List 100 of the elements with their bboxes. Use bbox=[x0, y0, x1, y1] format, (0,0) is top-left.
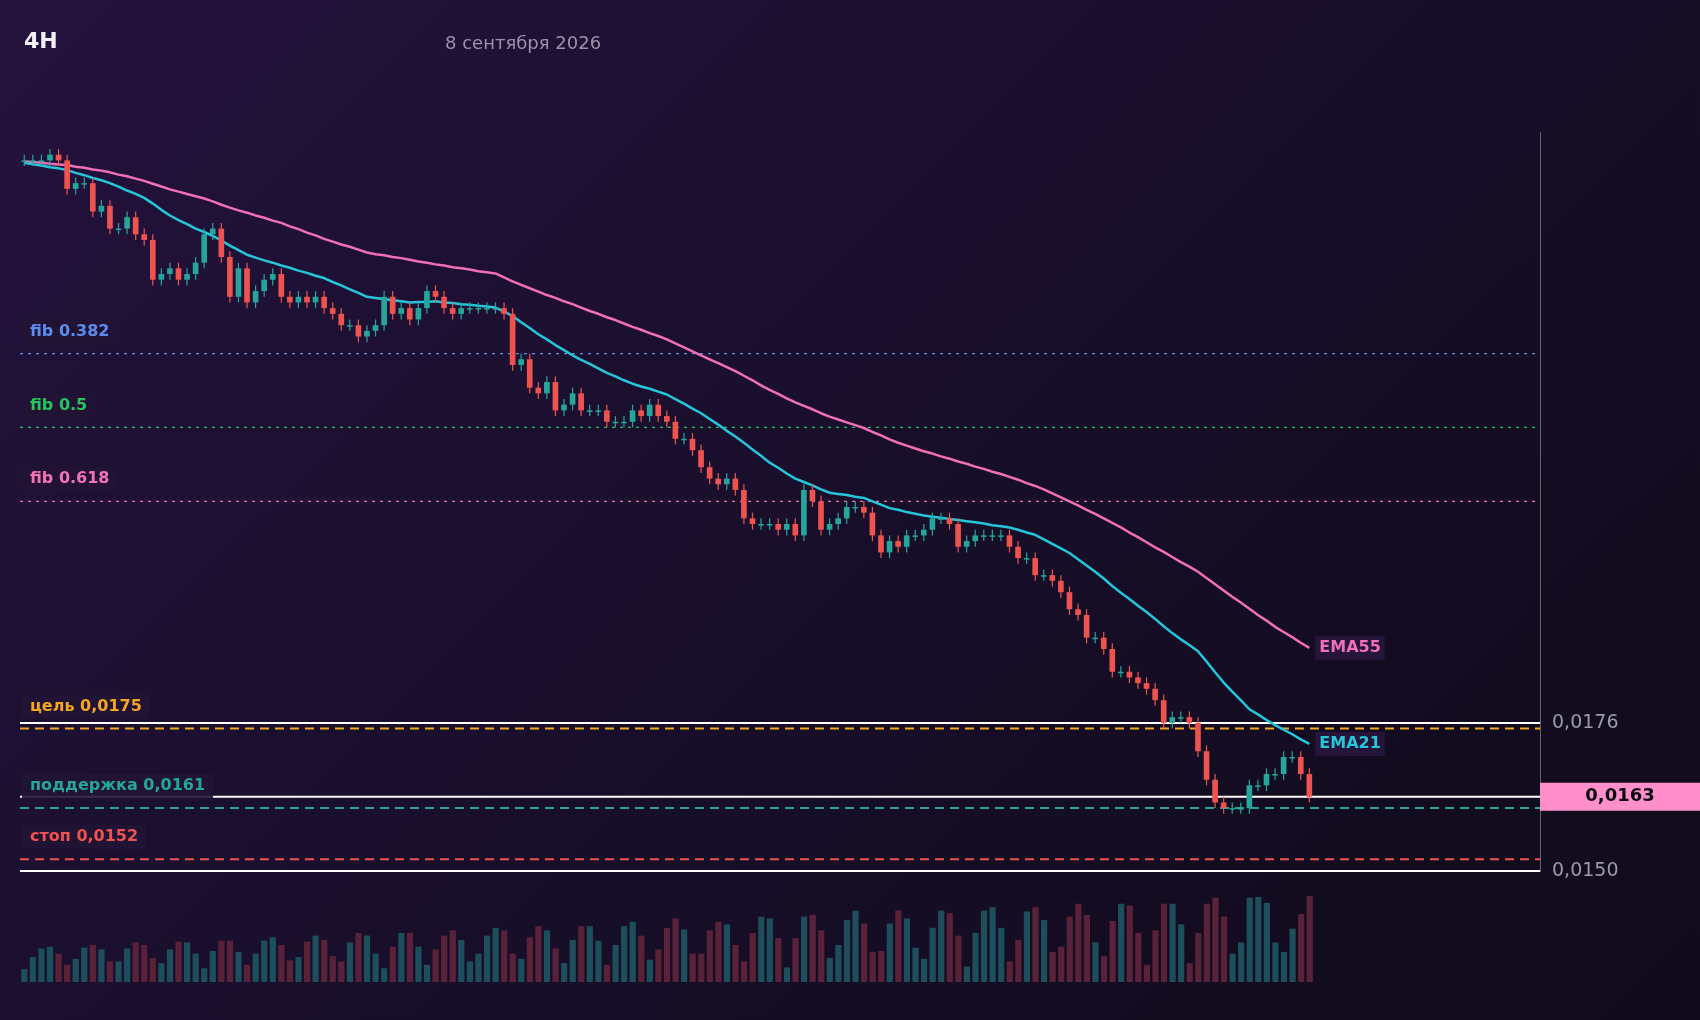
ref-line-label: поддержка 0,0161 bbox=[30, 775, 206, 795]
bar bbox=[1203, 903, 1210, 982]
bar bbox=[998, 927, 1005, 982]
bar bbox=[509, 953, 516, 982]
bar bbox=[878, 951, 885, 982]
candlestick bbox=[758, 517, 764, 531]
bar bbox=[732, 945, 739, 982]
bar bbox=[372, 953, 379, 982]
bar bbox=[518, 958, 525, 982]
bar bbox=[672, 918, 679, 982]
bar bbox=[458, 939, 465, 982]
bar bbox=[715, 921, 722, 982]
candlestick bbox=[1075, 602, 1081, 622]
bar bbox=[526, 937, 533, 982]
bar bbox=[329, 956, 336, 982]
bar bbox=[1229, 953, 1236, 982]
bar bbox=[638, 935, 645, 982]
bar bbox=[1169, 903, 1176, 982]
bar bbox=[689, 953, 696, 982]
bar bbox=[989, 907, 996, 982]
bar bbox=[629, 921, 636, 982]
bar bbox=[475, 953, 482, 982]
candlestick bbox=[998, 529, 1004, 542]
ref-line-label: fib 0.5 bbox=[30, 394, 88, 414]
bar bbox=[543, 930, 551, 982]
bar bbox=[1100, 956, 1108, 982]
bar bbox=[346, 942, 354, 982]
bar bbox=[209, 951, 216, 982]
candlestick bbox=[355, 318, 362, 343]
candlestick bbox=[638, 404, 644, 423]
bar bbox=[1066, 916, 1073, 982]
bar bbox=[1015, 939, 1022, 982]
ref-line-label: 0,0163 bbox=[1585, 784, 1655, 806]
bar bbox=[1049, 951, 1056, 982]
bar bbox=[783, 967, 791, 982]
bar bbox=[38, 948, 45, 982]
bar bbox=[535, 926, 542, 982]
candlestick bbox=[47, 148, 53, 167]
candlestick bbox=[107, 199, 113, 235]
candlestick bbox=[843, 500, 850, 525]
candlestick bbox=[1255, 779, 1261, 792]
candlestick bbox=[406, 301, 413, 326]
bar bbox=[955, 935, 962, 982]
bar bbox=[809, 914, 816, 982]
bar bbox=[132, 942, 139, 982]
bar bbox=[569, 939, 576, 982]
bar bbox=[912, 947, 919, 982]
bar bbox=[603, 964, 611, 982]
bar bbox=[423, 964, 431, 982]
bar bbox=[184, 942, 191, 982]
bar bbox=[612, 945, 619, 982]
bar bbox=[861, 923, 868, 982]
bar bbox=[1246, 897, 1253, 982]
bar bbox=[312, 935, 319, 982]
bar bbox=[1263, 902, 1270, 982]
candlestick bbox=[655, 398, 662, 423]
candlestick bbox=[895, 534, 901, 554]
bar bbox=[1195, 932, 1202, 982]
bar bbox=[681, 929, 688, 982]
bar bbox=[441, 935, 448, 982]
bar bbox=[1289, 928, 1296, 982]
bar bbox=[492, 927, 499, 982]
bar bbox=[1092, 942, 1099, 982]
bar bbox=[663, 927, 671, 982]
bar bbox=[166, 949, 174, 982]
series-label: EMA21 bbox=[1319, 733, 1381, 753]
candlestick bbox=[1032, 551, 1039, 582]
bar bbox=[766, 918, 773, 982]
candlestick bbox=[484, 301, 490, 315]
ref-line-label: fib 0.382 bbox=[30, 320, 110, 340]
bar bbox=[895, 910, 902, 982]
bar bbox=[980, 910, 988, 982]
ref-line-label: цель 0,0175 bbox=[30, 695, 142, 715]
bar bbox=[1306, 896, 1313, 982]
bar bbox=[972, 932, 979, 982]
candlestick bbox=[1135, 671, 1141, 690]
candlestick bbox=[706, 460, 713, 485]
candlestick bbox=[124, 210, 130, 235]
bar bbox=[595, 940, 602, 982]
bar bbox=[1143, 964, 1150, 982]
bar bbox=[1058, 946, 1065, 982]
candlestick bbox=[501, 301, 507, 321]
bar bbox=[1152, 930, 1159, 982]
bar bbox=[552, 948, 559, 982]
bar bbox=[81, 947, 88, 982]
bar bbox=[252, 953, 259, 982]
candlestick bbox=[561, 398, 567, 417]
ref-line-label: fib 0.618 bbox=[30, 468, 110, 488]
candlestick bbox=[261, 273, 267, 298]
bar bbox=[55, 953, 62, 982]
bar bbox=[295, 957, 302, 982]
bar bbox=[921, 958, 928, 982]
bar bbox=[501, 930, 508, 982]
candlestick bbox=[835, 512, 841, 531]
bar bbox=[869, 951, 876, 982]
bar bbox=[903, 918, 911, 982]
chart-subtitle: 8 сентября 2026 bbox=[445, 32, 602, 53]
bar bbox=[801, 916, 808, 982]
bar bbox=[886, 923, 893, 982]
bar bbox=[1255, 896, 1262, 982]
